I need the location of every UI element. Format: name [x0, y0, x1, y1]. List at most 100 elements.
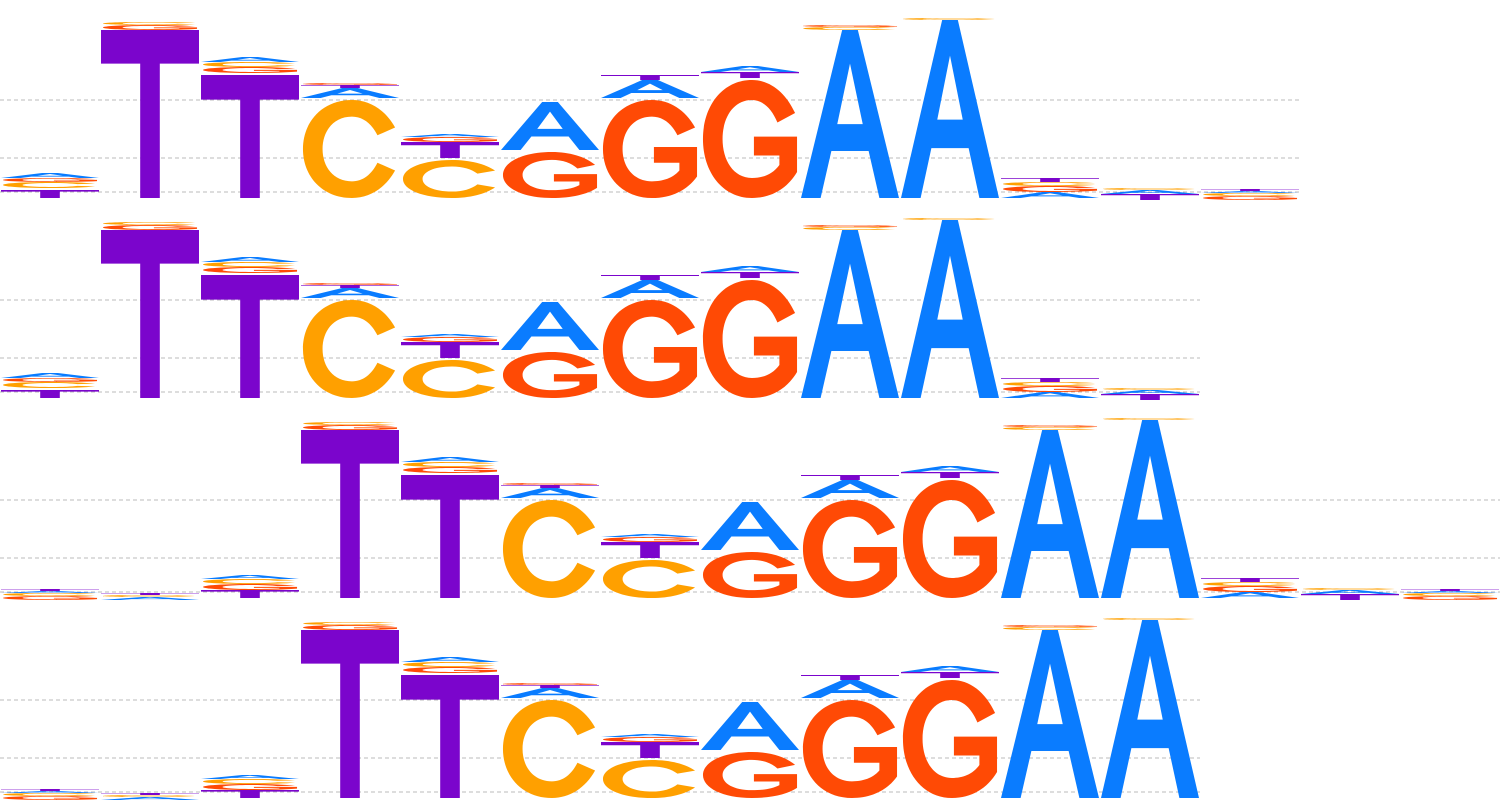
letter-G — [802, 225, 898, 227]
letter-A — [801, 30, 899, 198]
letter-C — [2, 793, 96, 796]
logo-column — [601, 734, 699, 798]
letter-A — [1301, 590, 1399, 594]
logo-column — [701, 702, 799, 798]
logo-column — [301, 83, 399, 198]
motif-logo-2 — [0, 218, 1200, 400]
letter-G — [202, 584, 298, 590]
logo-column — [401, 457, 499, 598]
letter-A — [401, 334, 499, 337]
letter-G — [202, 67, 298, 73]
logo-column — [401, 657, 499, 798]
letter-C — [202, 62, 296, 67]
letter-T — [1, 190, 99, 198]
letter-G — [702, 752, 798, 798]
letter-G — [402, 337, 498, 342]
letter-T — [1201, 189, 1299, 191]
letter-A — [1001, 392, 1099, 398]
logo-column — [701, 266, 799, 398]
logo-column — [801, 475, 899, 598]
letter-A — [601, 534, 699, 537]
letter-G — [1002, 386, 1098, 392]
letter-T — [1001, 178, 1099, 182]
letter-A — [901, 466, 999, 472]
logo-column — [1101, 388, 1199, 400]
logo-column — [1101, 188, 1199, 200]
letter-G — [2, 596, 98, 600]
logo-column — [201, 257, 299, 398]
letter-C — [402, 662, 496, 667]
logo-column — [301, 422, 399, 598]
motif-logo-3 — [0, 418, 1500, 600]
letter-C — [802, 227, 896, 230]
letter-T — [101, 793, 199, 795]
letter-C — [302, 422, 396, 425]
letter-A — [1, 373, 99, 378]
letter-C — [602, 760, 696, 798]
letter-A — [501, 102, 599, 150]
letter-G — [402, 467, 498, 473]
letter-G — [2, 796, 98, 800]
motif-logo-4 — [0, 618, 1200, 800]
letter-A — [901, 220, 999, 398]
logo-column — [701, 66, 799, 198]
letter-G — [602, 300, 698, 398]
letter-A — [101, 797, 199, 800]
logo-column — [201, 57, 299, 198]
letter-T — [401, 675, 499, 798]
letter-A — [1201, 592, 1299, 598]
logo-column — [1001, 378, 1099, 398]
logo-column — [501, 302, 599, 398]
letter-G — [902, 680, 998, 798]
letter-C — [2, 382, 96, 388]
logo-column — [501, 683, 599, 798]
letter-G — [502, 352, 598, 398]
logo-column — [1, 589, 99, 600]
letter-C — [102, 22, 196, 25]
logo-column — [701, 502, 799, 598]
letter-C — [802, 27, 896, 30]
letter-T — [401, 142, 499, 158]
letter-C — [1202, 193, 1296, 196]
letter-T — [801, 475, 899, 480]
letter-C — [1202, 582, 1296, 586]
letter-G — [102, 225, 198, 230]
letter-T — [901, 472, 999, 478]
letter-G — [702, 280, 798, 398]
logo-column — [201, 775, 299, 798]
logo-column — [901, 18, 999, 198]
logo-column — [501, 483, 599, 598]
letter-G — [1002, 186, 1098, 192]
letter-A — [201, 57, 299, 62]
letter-A — [301, 288, 399, 298]
letter-G — [1002, 625, 1098, 627]
letter-G — [902, 480, 998, 598]
letter-G — [802, 25, 898, 27]
letter-C — [502, 500, 596, 598]
letter-C — [102, 595, 196, 597]
motif-logo-1 — [0, 18, 1300, 200]
letter-A — [701, 702, 799, 750]
letter-G — [302, 625, 398, 630]
letter-A — [201, 257, 299, 262]
letter-C — [402, 462, 496, 467]
letter-A — [201, 775, 299, 779]
letter-A — [1001, 430, 1099, 598]
logo-column — [601, 534, 699, 598]
letter-G — [202, 267, 298, 273]
letter-C — [1402, 593, 1496, 596]
logo-column — [101, 793, 199, 800]
logo-column — [901, 666, 999, 798]
letter-T — [401, 475, 499, 598]
letter-T — [501, 485, 599, 488]
letter-C — [1002, 627, 1096, 630]
logo-column — [1101, 618, 1199, 798]
letter-G — [402, 667, 498, 673]
letter-T — [501, 685, 599, 688]
letter-G — [1202, 196, 1298, 200]
letter-G — [302, 83, 398, 85]
letter-A — [1101, 390, 1199, 394]
letter-A — [801, 480, 899, 498]
letter-T — [201, 275, 299, 398]
